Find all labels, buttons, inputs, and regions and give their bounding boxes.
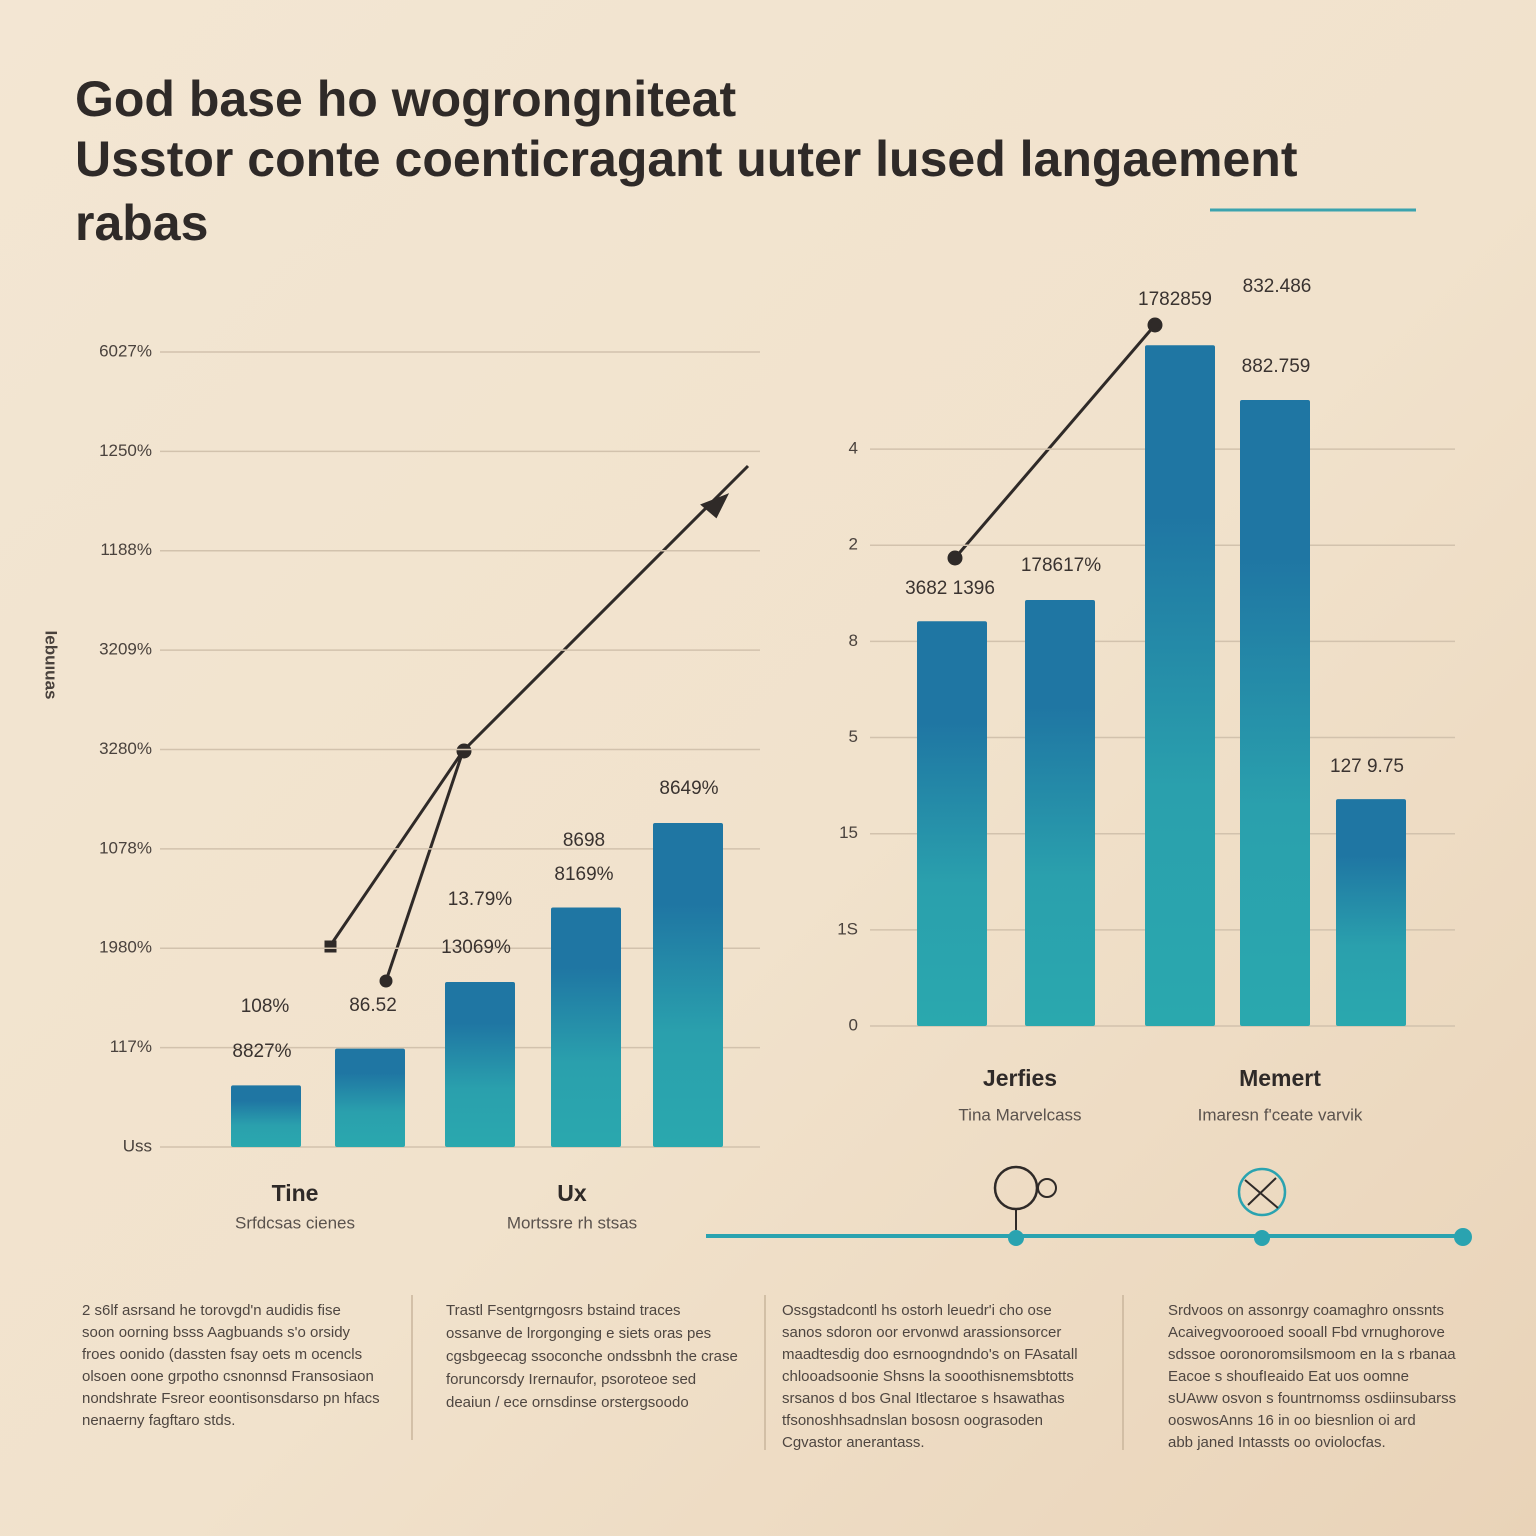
- bar: [231, 1085, 301, 1147]
- note-line: chlooadsoonie Shsns la sooothisnemsbtott…: [782, 1368, 1074, 1385]
- y-tick-label: Uss: [123, 1136, 152, 1155]
- trend-line: [384, 750, 465, 982]
- y-tick-label: 4: [849, 439, 858, 458]
- value-annotation: 832.486: [1243, 276, 1312, 297]
- note-line: froes oonido (dassten fsay oets m ocencl…: [82, 1346, 362, 1363]
- bar: [1336, 799, 1406, 1026]
- icon: [993, 1165, 1039, 1211]
- value-annotation: 1782859: [1138, 289, 1212, 310]
- y-tick-label: 5: [849, 727, 858, 746]
- arrow-head: [700, 493, 730, 519]
- timeline: [706, 1165, 1472, 1246]
- y-tick-label: 1188%: [100, 540, 152, 559]
- trend-point: [947, 550, 963, 566]
- title-line: rabas: [75, 195, 208, 251]
- timeline-dot: [1454, 1228, 1472, 1246]
- value-annotation: 8169%: [554, 864, 613, 885]
- note-line: Ossgstadcontl hs ostorh leuedr'i cho ose: [782, 1302, 1052, 1319]
- value-annotation: 13069%: [441, 937, 511, 958]
- note-line: cgsbgeecag ssoconche ondssbnh the crase: [446, 1348, 738, 1365]
- y-axis-label: Iebuıuas: [42, 631, 61, 700]
- note-line: tfsonoshhsadnslan bososn oograsoden: [782, 1412, 1043, 1429]
- timeline-dot: [1254, 1230, 1270, 1246]
- group-title: Jerfies: [983, 1065, 1057, 1091]
- value-annotation: 8649%: [659, 778, 718, 799]
- icon: [1237, 1167, 1287, 1217]
- icon: [1037, 1178, 1057, 1198]
- note-line: Cgvastor anerantass.: [782, 1434, 925, 1451]
- value-annotation: 86.52: [349, 995, 397, 1016]
- note-line: deaiun / ece ornsdinse orstergsoodo: [446, 1394, 689, 1411]
- note-line: olsoen oone grpotho csnonnsd Fransosiaon: [82, 1368, 374, 1385]
- note-line: 2 s6lf asrsand he torovgd'n audidis fise: [82, 1302, 341, 1319]
- note-line: Trastl Fsentgrngosrs bstaind traces: [446, 1302, 681, 1319]
- note-line: foruncorsdy Irernaufor, psoroteoe sed: [446, 1371, 696, 1388]
- note-line: abb janed Intassts oo oviolocfas.: [1168, 1434, 1386, 1451]
- y-tick-label: 15: [839, 823, 858, 842]
- note-line: srsanos d bos Gnal Itlectaroe s hsawatha…: [782, 1390, 1065, 1407]
- bar: [917, 621, 987, 1026]
- note-line: ossanve de lrorgonging e siets oras pes: [446, 1325, 711, 1342]
- y-tick-label: 6027%: [99, 341, 152, 360]
- trend-arrows: [324, 317, 1163, 988]
- value-annotation: 108%: [241, 996, 290, 1017]
- value-annotation: 8698: [563, 830, 605, 851]
- group-subtitle: Tina Marvelcass: [958, 1105, 1081, 1124]
- value-annotation: 127 9.75: [1330, 756, 1404, 777]
- y-tick-label: 1250%: [99, 441, 152, 460]
- title-line: God base ho wogrongniteat: [75, 71, 736, 127]
- group-title: Tine: [272, 1180, 319, 1206]
- note-line: sanos sdoron oor ervonwd arassionsorcer: [782, 1324, 1061, 1341]
- trend-point: [379, 974, 393, 988]
- value-annotation: 882.759: [1242, 356, 1311, 377]
- note-line: maadtesdig doo esrnoogndndo's on FAsatal…: [782, 1346, 1078, 1363]
- note-line: ooswosAnns 16 in oo biesnlion oi ard: [1168, 1412, 1416, 1429]
- bar: [445, 982, 515, 1147]
- y-tick-label: 1078%: [99, 838, 152, 857]
- bar: [653, 823, 723, 1147]
- note-line: Eacoe s shoufIeaido Eat uos oomne: [1168, 1368, 1409, 1385]
- y-tick-label: 1S: [837, 919, 858, 938]
- note-line: nenaerny fagftaro stds.: [82, 1412, 235, 1429]
- trend-point: [324, 940, 337, 953]
- group-subtitle: Imaresn f'ceate varvik: [1198, 1105, 1363, 1124]
- y-tick-label: 3280%: [99, 739, 152, 758]
- note-dividers: [411, 1295, 1124, 1450]
- value-annotation: 8827%: [232, 1041, 291, 1062]
- y-tick-label: 117%: [110, 1037, 152, 1056]
- note-line: sdssoe ooronoromsilsmoom en Ia s rbanaa: [1168, 1346, 1456, 1363]
- note-line: nondshrate Fsreor eoontisonsdarso pn hfa…: [82, 1390, 380, 1407]
- group-title: Memert: [1239, 1065, 1321, 1091]
- bar: [1240, 400, 1310, 1026]
- y-tick-label: 2: [849, 535, 858, 554]
- bar: [1145, 345, 1215, 1026]
- y-tick-label: 8: [849, 631, 858, 650]
- bar: [551, 907, 621, 1147]
- value-annotation: 178617%: [1021, 555, 1101, 576]
- y-tick-label: 1980%: [99, 938, 152, 957]
- y-tick-label: 0: [849, 1015, 858, 1034]
- trend-point: [1147, 317, 1163, 333]
- title-line: Usstor conte coenticragant uuter lused l…: [75, 131, 1298, 187]
- note-line: Acaivegvoorooed sooall Fbd vrnughorove: [1168, 1324, 1445, 1341]
- note-line: soon oorning bsss Aagbuands s'o orsidy: [82, 1324, 351, 1341]
- trend-point: [456, 743, 472, 759]
- note-line: sUAww osvon s fountrnomss osdiinsubarss: [1168, 1390, 1456, 1407]
- value-annotation: 13.79%: [448, 889, 513, 910]
- trend-line: [953, 324, 1157, 559]
- group-subtitle: Srfdcsas cienes: [235, 1213, 355, 1232]
- bar: [335, 1048, 405, 1147]
- group-subtitle: Mortssre rh stsas: [507, 1213, 637, 1232]
- icon: [1244, 1177, 1279, 1209]
- timeline-dot: [1008, 1230, 1024, 1246]
- group-title: Ux: [557, 1180, 587, 1206]
- bar: [1025, 600, 1095, 1026]
- y-tick-label: 3209%: [99, 640, 152, 659]
- value-annotation: 3682 1396: [905, 578, 995, 599]
- note-line: Srdvoos on assonrgy coamaghro onssnts: [1168, 1302, 1444, 1319]
